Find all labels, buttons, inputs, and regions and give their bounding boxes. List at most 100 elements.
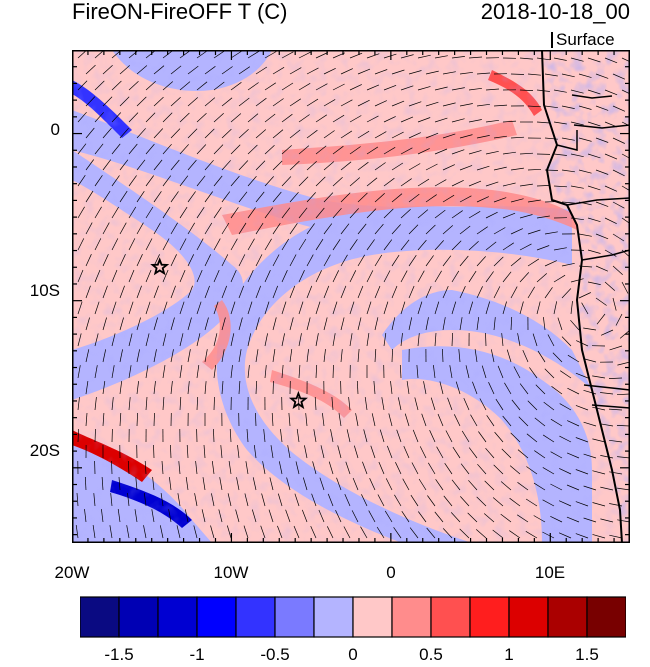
wind-barb [213, 301, 219, 315]
wind-barb [102, 96, 113, 107]
wind-barb [442, 255, 452, 267]
wind-barb [575, 437, 589, 443]
wind-barb [362, 461, 368, 475]
wind-barb [127, 460, 130, 475]
lat-label-0: 0 [50, 120, 60, 139]
wind-barb [483, 513, 495, 523]
wind-barb [534, 450, 546, 459]
wind-barb [102, 127, 112, 139]
wind-barb [566, 516, 580, 523]
wind-barb [377, 494, 385, 507]
wind-barb [425, 224, 436, 235]
wind-barb [128, 365, 132, 379]
wind-barb [621, 57, 630, 63]
wind-barb [306, 67, 319, 75]
wind-barb [247, 269, 254, 283]
wind-barb [442, 317, 446, 331]
wind-barb [262, 461, 266, 475]
wind-barb [450, 512, 461, 523]
wind-barb [519, 57, 534, 60]
wind-barb [323, 99, 336, 107]
wind-barb [340, 192, 351, 203]
wind-barb [306, 317, 311, 331]
wind-barb [616, 393, 630, 396]
wind-barb [391, 193, 403, 203]
wind-barb [485, 332, 487, 347]
wind-barb [477, 463, 487, 475]
wind-barb [519, 383, 529, 395]
wind-barb [434, 301, 440, 315]
wind-barb [595, 233, 609, 240]
wind-barb [126, 525, 130, 539]
wind-barb [434, 179, 447, 187]
wind-barb [238, 160, 249, 171]
wind-barb [136, 254, 143, 267]
wind-barb [327, 493, 334, 507]
wind-barb [418, 478, 427, 491]
wind-barb [493, 286, 501, 299]
wind-barb [461, 430, 470, 443]
map-frame [72, 50, 630, 543]
wind-barb [159, 525, 164, 539]
wind-barb [502, 242, 514, 251]
wind-barb [567, 354, 580, 363]
colorbar-swatch [157, 596, 198, 638]
wind-barb [373, 380, 376, 395]
wind-barb [281, 145, 292, 155]
wind-barb [263, 429, 266, 443]
wind-barb [272, 285, 279, 299]
wind-barb [575, 501, 589, 507]
wind-barb [383, 239, 393, 251]
wind-barb [357, 192, 368, 203]
wind-barb [502, 120, 517, 123]
wind-barb [77, 365, 81, 379]
wind-barb [403, 445, 410, 459]
wind-barb [196, 112, 207, 123]
wind-barb [550, 418, 563, 427]
wind-barb [264, 365, 267, 379]
wind-barb [102, 412, 105, 427]
date-label: 2018-10-18_00 [480, 0, 630, 24]
wind-barb [595, 73, 609, 79]
wind-barb [145, 238, 153, 251]
wind-barb [518, 416, 529, 427]
wind-barb [247, 113, 259, 123]
wind-barb [587, 57, 601, 63]
wind-barb [272, 380, 274, 395]
wind-barb [136, 381, 139, 395]
wind-barb [374, 69, 388, 75]
wind-barb [544, 169, 559, 171]
wind-barb [533, 515, 546, 523]
wind-barb [383, 208, 394, 219]
wind-barb [451, 56, 465, 59]
wind-barb [153, 96, 164, 107]
wind-barb [444, 463, 453, 475]
wind-barb [221, 128, 232, 139]
wind-barb [468, 180, 482, 187]
wind-barb [281, 238, 289, 251]
wind-barb [374, 100, 387, 107]
wind-barb [502, 182, 516, 187]
wind-barb [357, 68, 371, 75]
colorbar-swatch [352, 596, 393, 638]
wind-barb [230, 50, 243, 59]
wind-barb [119, 96, 130, 107]
wind-barb [578, 233, 592, 237]
wind-barb [187, 159, 197, 171]
wind-barb [264, 176, 274, 187]
wind-barb [476, 135, 490, 139]
wind-barb [587, 217, 601, 223]
wind-barb [363, 429, 368, 443]
wind-barb [510, 73, 525, 75]
wind-barb [383, 333, 387, 347]
wind-barb [170, 317, 175, 331]
wind-barb [519, 152, 534, 155]
wind-barb [111, 175, 120, 187]
wind-barb [537, 350, 546, 363]
wind-barb [230, 333, 235, 347]
wind-barb [221, 317, 226, 331]
wind-barb [451, 270, 460, 283]
wind-barb [204, 128, 215, 139]
wind-barb [587, 281, 601, 285]
wind-barb [476, 317, 480, 331]
